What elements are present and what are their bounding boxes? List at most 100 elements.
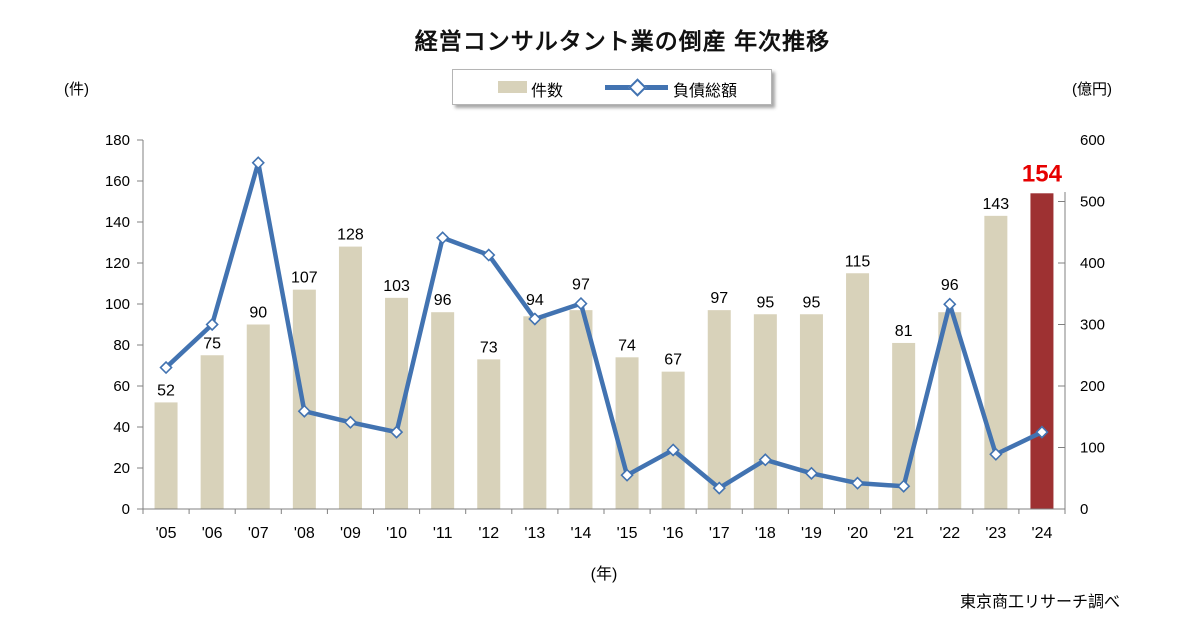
chart-text: 81 bbox=[895, 323, 913, 340]
chart-text: '10 bbox=[386, 525, 407, 542]
bar-'14 bbox=[569, 310, 593, 509]
chart-text: 120 bbox=[105, 255, 130, 272]
chart-text: '09 bbox=[340, 525, 361, 542]
line-marker-'17 bbox=[712, 481, 726, 495]
chart-text: 75 bbox=[203, 335, 221, 352]
chart-text: '05 bbox=[156, 525, 177, 542]
chart-text: '21 bbox=[893, 525, 914, 542]
chart-text: 96 bbox=[434, 292, 452, 309]
line-marker-'13 bbox=[528, 312, 542, 326]
chart-text: '07 bbox=[248, 525, 269, 542]
right-axis-unit: (億円) bbox=[1072, 81, 1112, 98]
chart-text: 160 bbox=[105, 173, 130, 190]
liabilities-line bbox=[163, 160, 1045, 491]
chart-text: '14 bbox=[571, 525, 592, 542]
bar-'24 bbox=[1030, 193, 1054, 510]
chart-text: 128 bbox=[337, 227, 364, 244]
chart-text: 90 bbox=[249, 305, 267, 322]
line-marker-'15 bbox=[620, 468, 634, 482]
chart-text: '11 bbox=[433, 525, 453, 542]
chart-text: '08 bbox=[294, 525, 315, 542]
chart-text: '24 bbox=[1032, 525, 1053, 542]
chart-text: 60 bbox=[113, 378, 130, 395]
line-marker-'06 bbox=[205, 317, 219, 332]
bar-'05 bbox=[154, 402, 178, 509]
chart-text: 95 bbox=[756, 294, 774, 311]
bar-'20 bbox=[846, 273, 870, 509]
chart-text: '17 bbox=[709, 525, 730, 542]
chart-text: 180 bbox=[105, 132, 130, 149]
source-credit: 東京商工リサーチ調べ bbox=[959, 594, 1120, 611]
chart-text: 74 bbox=[618, 337, 636, 354]
chart-text: 300 bbox=[1080, 317, 1105, 334]
line-marker-'24 bbox=[1035, 425, 1049, 439]
chart-title: 経営コンサルタント業の倒産 年次推移 bbox=[414, 28, 831, 54]
chart-text: 100 bbox=[105, 296, 130, 313]
chart-text: 100 bbox=[1080, 440, 1105, 457]
chart-text: 600 bbox=[1080, 132, 1105, 149]
bar-'06 bbox=[200, 355, 224, 509]
left-axis-unit: (件) bbox=[64, 81, 89, 98]
chart-text: '20 bbox=[847, 525, 868, 542]
chart-text: 115 bbox=[845, 253, 871, 270]
line-marker-'19 bbox=[804, 466, 819, 480]
line-marker-'10 bbox=[389, 425, 404, 439]
chart-text: 500 bbox=[1080, 194, 1105, 211]
chart-text: 103 bbox=[383, 278, 410, 295]
chart-text: 94 bbox=[526, 292, 544, 309]
bar-'22 bbox=[938, 312, 962, 509]
chart-text: 107 bbox=[291, 270, 318, 287]
chart-text: 20 bbox=[113, 460, 130, 477]
chart-text: 96 bbox=[941, 277, 959, 294]
chart-text: 0 bbox=[122, 501, 130, 518]
bar-'23 bbox=[984, 215, 1008, 509]
chart-text: 140 bbox=[105, 214, 130, 231]
chart-text: 67 bbox=[664, 352, 682, 369]
bar-'11 bbox=[431, 312, 455, 509]
chart-text: '06 bbox=[202, 525, 223, 542]
chart-text: '19 bbox=[801, 525, 822, 542]
chart-text: '16 bbox=[663, 525, 684, 542]
line-marker-'11 bbox=[436, 231, 450, 245]
bar-series-label: 件数 bbox=[531, 83, 564, 100]
chart-text: '18 bbox=[755, 525, 776, 542]
line-marker-'08 bbox=[297, 404, 311, 418]
chart-text: 143 bbox=[982, 196, 1009, 213]
chart-text: 154 bbox=[1022, 160, 1063, 187]
chart-text: '12 bbox=[478, 525, 499, 542]
line-marker-'07 bbox=[251, 156, 265, 170]
line-marker-'21 bbox=[897, 479, 911, 493]
chart-text: 97 bbox=[572, 277, 590, 294]
bar-series-swatch-icon bbox=[498, 81, 527, 93]
chart-text: '15 bbox=[617, 525, 638, 542]
chart-text: 0 bbox=[1080, 501, 1088, 518]
chart-text: 400 bbox=[1080, 255, 1105, 272]
bar-'07 bbox=[246, 324, 270, 509]
x-axis-unit: (年) bbox=[590, 566, 618, 583]
line-marker-'22 bbox=[943, 297, 957, 311]
chart-text: 73 bbox=[480, 339, 498, 356]
bar-'19 bbox=[799, 314, 823, 509]
chart-text: '13 bbox=[524, 525, 545, 542]
line-series-label: 負債総額 bbox=[673, 83, 738, 100]
bar-'12 bbox=[477, 359, 501, 509]
line-marker-'09 bbox=[343, 415, 358, 429]
line-marker-'23 bbox=[989, 447, 1003, 461]
chart-text: 80 bbox=[113, 337, 130, 354]
highlight-label-backing bbox=[1005, 137, 1078, 192]
line-marker-'05 bbox=[159, 360, 173, 375]
bar-'09 bbox=[338, 246, 362, 509]
line-marker-'16 bbox=[666, 443, 680, 457]
line-marker-'18 bbox=[758, 453, 772, 467]
line-marker-'20 bbox=[850, 476, 865, 490]
chart-text: 97 bbox=[710, 290, 728, 307]
bar-'10 bbox=[385, 297, 409, 509]
chart-text: 95 bbox=[803, 294, 821, 311]
bar-'16 bbox=[661, 371, 685, 509]
bar-'17 bbox=[707, 310, 731, 509]
bar-'15 bbox=[615, 357, 639, 509]
chart-text: 200 bbox=[1080, 378, 1105, 395]
line-series-swatch-icon bbox=[605, 78, 668, 97]
